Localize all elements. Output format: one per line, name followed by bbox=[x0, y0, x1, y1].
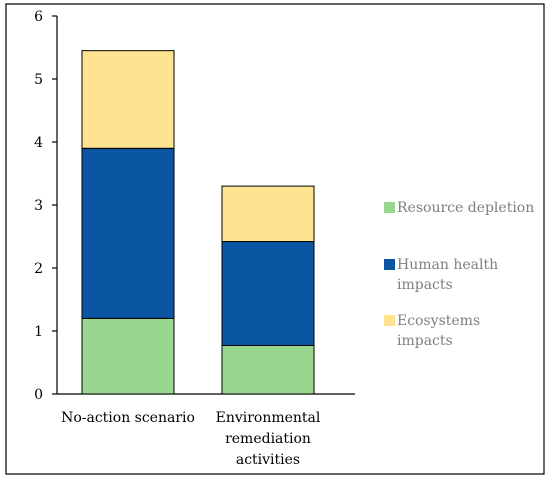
text-line: Human health bbox=[397, 257, 498, 273]
text-line: No-action scenario bbox=[61, 410, 195, 426]
legend-swatch bbox=[384, 315, 395, 326]
bar-segment bbox=[81, 147, 175, 319]
chart-frame bbox=[5, 3, 545, 475]
text-line: Ecosystems bbox=[397, 313, 480, 329]
text-line: impacts bbox=[397, 277, 453, 293]
bar-segment bbox=[81, 317, 175, 395]
text-line: Environmental bbox=[216, 410, 321, 426]
bar-segment bbox=[221, 344, 315, 395]
y-tick-label: 0 bbox=[34, 387, 43, 403]
plot-area: 0 1 2 3 4 5 6 No-action scenario Environmental re… bbox=[34, 9, 355, 468]
y-tick-label: 2 bbox=[34, 261, 43, 277]
legend-swatch bbox=[384, 202, 395, 213]
bar-segment bbox=[221, 185, 315, 243]
x-category-label: Environmental remediation activities bbox=[216, 410, 321, 468]
y-tick-label: 6 bbox=[34, 9, 43, 25]
x-category-label: No-action scenario bbox=[61, 410, 195, 426]
y-tick-label: 5 bbox=[34, 72, 43, 88]
legend-label: Ecosystems impacts bbox=[397, 313, 480, 349]
legend-label: Resource depletion bbox=[397, 200, 534, 216]
text-line: activities bbox=[236, 452, 300, 468]
y-tick-label: 4 bbox=[34, 135, 43, 151]
text-line: remediation bbox=[225, 431, 311, 447]
legend-swatch bbox=[384, 259, 395, 270]
legend-label: Human health impacts bbox=[397, 257, 498, 293]
text-line: Resource depletion bbox=[397, 200, 534, 216]
bar-segment bbox=[81, 50, 175, 149]
y-tick-label: 3 bbox=[34, 198, 43, 214]
y-tick-label: 1 bbox=[34, 324, 43, 340]
bar-segment bbox=[221, 241, 315, 346]
text-line: impacts bbox=[397, 333, 453, 349]
